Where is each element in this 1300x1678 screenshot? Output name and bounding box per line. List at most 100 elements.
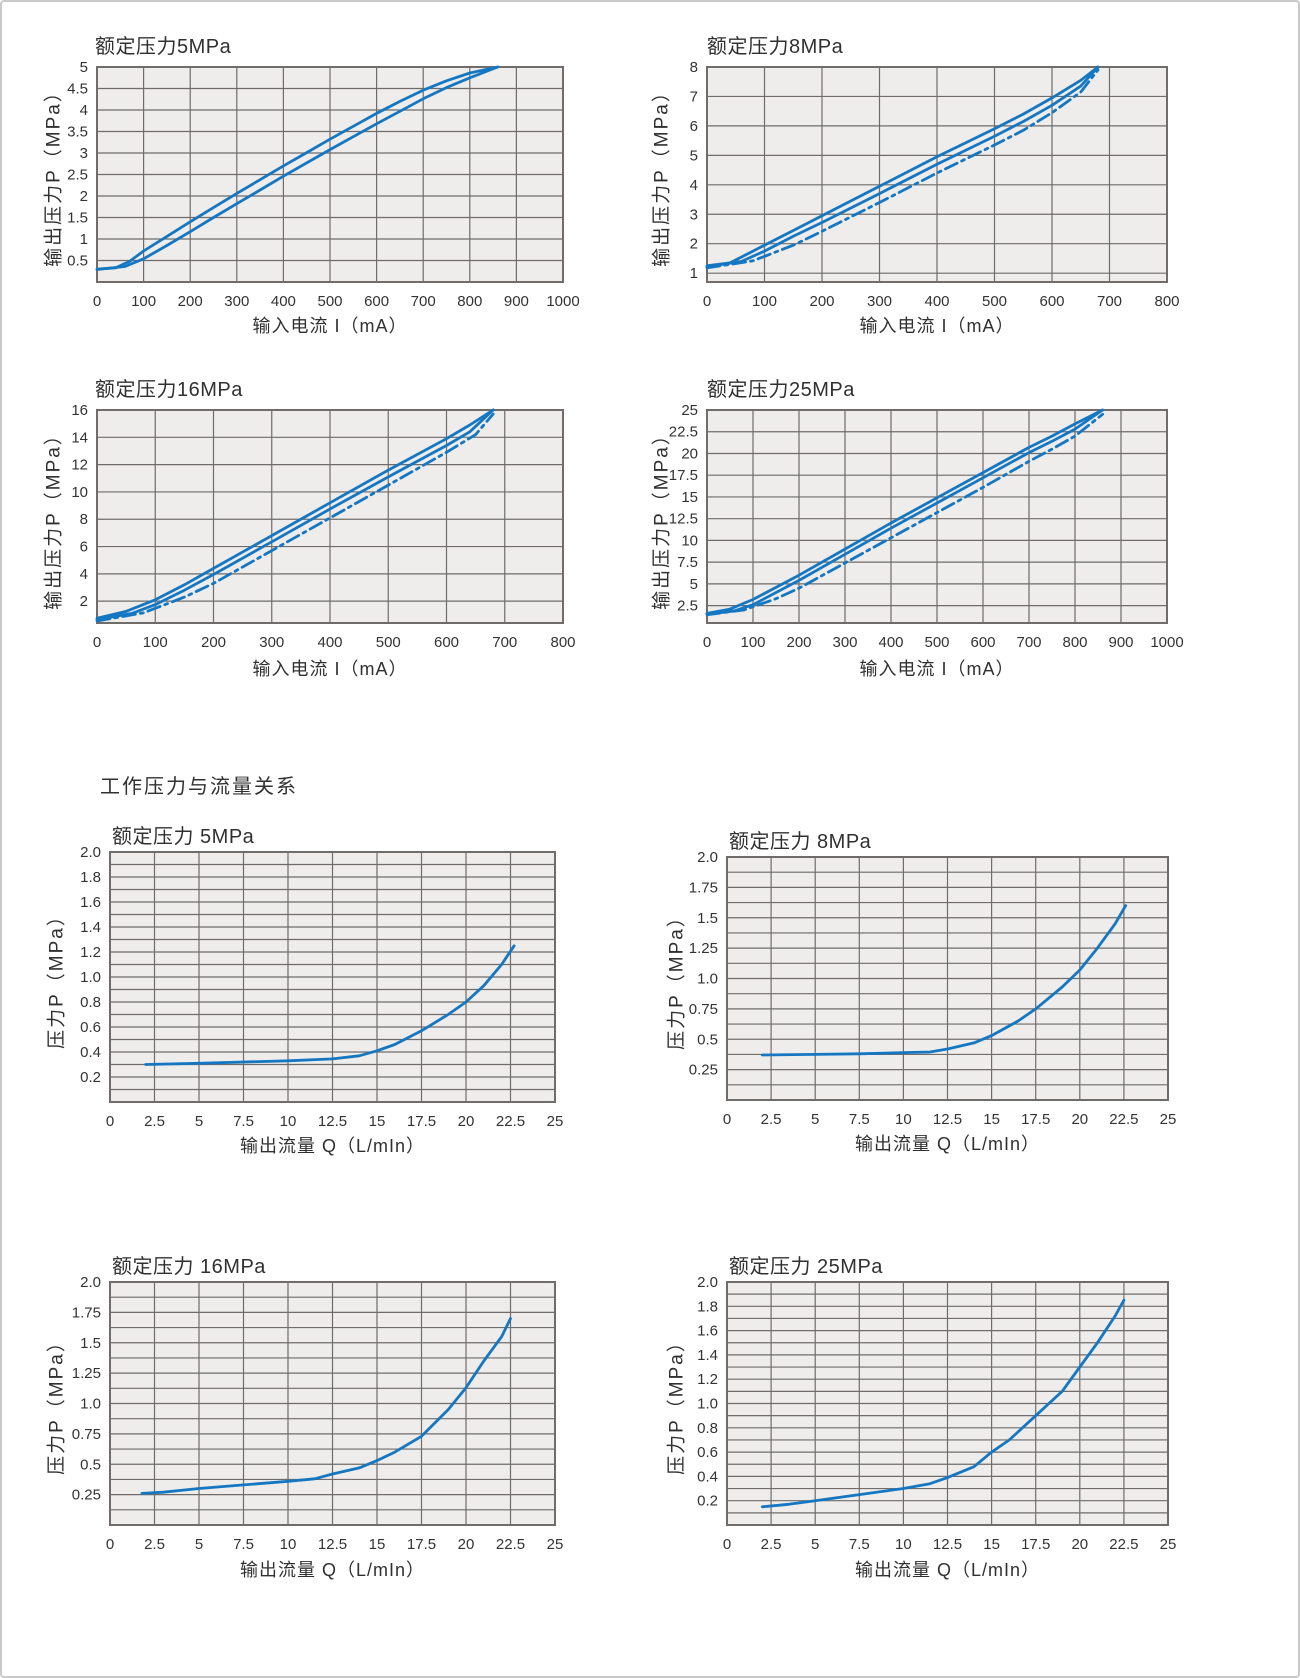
svg-text:1000: 1000 [1150, 634, 1183, 651]
svg-text:700: 700 [1016, 634, 1041, 651]
svg-text:500: 500 [317, 293, 342, 310]
curve-pressure-flow [760, 904, 1128, 1057]
x-axis-label: 输入电流 I（mA） [859, 659, 1015, 679]
svg-text:500: 500 [376, 634, 401, 651]
x-tick-labels: 0 100 200 300 400 500 600 700 800 [93, 634, 576, 651]
svg-text:20: 20 [1071, 1111, 1088, 1128]
svg-text:22.5: 22.5 [496, 1113, 525, 1130]
curve-decreasing-current [705, 408, 1105, 616]
svg-text:22.5: 22.5 [669, 424, 698, 441]
svg-text:1.0: 1.0 [80, 1396, 101, 1413]
svg-text:5: 5 [690, 576, 698, 593]
svg-text:0: 0 [703, 293, 711, 310]
svg-text:12.5: 12.5 [318, 1113, 347, 1130]
svg-text:1.25: 1.25 [689, 940, 718, 957]
svg-text:300: 300 [224, 293, 249, 310]
svg-text:0.2: 0.2 [80, 1069, 101, 1086]
curve-reference-curve [705, 68, 1100, 270]
svg-text:10: 10 [280, 1113, 297, 1130]
svg-text:0: 0 [723, 1536, 731, 1553]
svg-text:2.5: 2.5 [67, 167, 88, 184]
svg-text:100: 100 [143, 634, 168, 651]
plot-area: 0 100 200 300 400 500 600 700 800 8 7 6 5 4 3 2 1 [690, 59, 1180, 310]
svg-text:1: 1 [80, 231, 88, 248]
svg-text:17.5: 17.5 [407, 1113, 436, 1130]
svg-text:2.0: 2.0 [697, 849, 718, 866]
svg-text:0: 0 [106, 1536, 114, 1553]
svg-text:7.5: 7.5 [233, 1536, 254, 1553]
svg-text:1.2: 1.2 [697, 1371, 718, 1388]
svg-text:0.5: 0.5 [67, 253, 88, 270]
svg-text:5: 5 [195, 1536, 203, 1553]
svg-text:1.8: 1.8 [697, 1298, 718, 1315]
svg-text:2: 2 [80, 188, 88, 205]
svg-text:2.5: 2.5 [144, 1113, 165, 1130]
svg-text:8: 8 [690, 59, 698, 76]
x-axis-label: 输出流量 Q（L/mIn） [239, 1560, 426, 1580]
svg-text:700: 700 [411, 293, 436, 310]
svg-text:0.8: 0.8 [80, 994, 101, 1011]
svg-text:800: 800 [1154, 293, 1179, 310]
svg-text:900: 900 [1108, 634, 1133, 651]
plot-area: 0 2.5 5 7.5 10 12.5 15 17.5 20 22.5 25 2.0 1.8 1.6 1.4… [697, 1274, 1177, 1553]
svg-text:600: 600 [434, 634, 459, 651]
svg-text:10: 10 [280, 1536, 297, 1553]
svg-text:8: 8 [80, 511, 88, 528]
curve-reference-curve [705, 412, 1105, 617]
svg-text:100: 100 [752, 293, 777, 310]
svg-text:15: 15 [369, 1113, 386, 1130]
svg-text:4: 4 [690, 177, 698, 194]
plot-frame [706, 409, 1168, 624]
plot-area: 0 2.5 5 7.5 10 12.5 15 17.5 20 22.5 25 2.0 1.8 1.6 1.4… [80, 844, 563, 1130]
svg-text:0: 0 [93, 293, 101, 310]
svg-text:1.6: 1.6 [80, 894, 101, 911]
svg-text:5: 5 [690, 147, 698, 164]
x-tick-labels: 0 2.5 5 7.5 10 12.5 15 17.5 20 22.5 25 [106, 1536, 564, 1553]
svg-text:300: 300 [259, 634, 284, 651]
svg-text:15: 15 [369, 1536, 386, 1553]
svg-text:7.5: 7.5 [677, 554, 698, 571]
chart-title: 额定压力 5MPa [112, 826, 255, 848]
plot-frame [96, 409, 564, 624]
svg-text:2.0: 2.0 [697, 1274, 718, 1291]
svg-text:200: 200 [809, 293, 834, 310]
curve-pressure-flow [144, 944, 516, 1066]
svg-text:12: 12 [71, 457, 88, 474]
svg-text:5: 5 [195, 1113, 203, 1130]
svg-text:200: 200 [178, 293, 203, 310]
plot-frame [96, 66, 564, 283]
curve-increasing-current [705, 408, 1105, 615]
svg-text:22.5: 22.5 [1109, 1536, 1138, 1553]
svg-text:25: 25 [1160, 1111, 1177, 1128]
svg-text:800: 800 [550, 634, 575, 651]
svg-text:15: 15 [983, 1111, 1000, 1128]
svg-text:1.0: 1.0 [697, 1396, 718, 1413]
plot-area: 0 100 200 300 400 500 600 700 800 900 1000 25 22.5 20… [669, 402, 1184, 651]
svg-text:1.5: 1.5 [697, 910, 718, 927]
svg-text:0: 0 [723, 1111, 731, 1128]
y-tick-labels: 8 7 6 5 4 3 2 1 [690, 59, 698, 282]
svg-text:12.5: 12.5 [318, 1536, 347, 1553]
curve-pressure-flow [140, 1317, 512, 1495]
svg-text:6: 6 [690, 118, 698, 135]
svg-text:2.5: 2.5 [761, 1536, 782, 1553]
svg-text:15: 15 [983, 1536, 1000, 1553]
svg-text:400: 400 [271, 293, 296, 310]
svg-text:0: 0 [93, 634, 101, 651]
svg-text:700: 700 [492, 634, 517, 651]
svg-text:2.5: 2.5 [677, 598, 698, 615]
curve-increasing-current [95, 65, 500, 271]
svg-text:500: 500 [982, 293, 1007, 310]
svg-text:15: 15 [681, 489, 698, 506]
x-tick-labels: 0 100 200 300 400 500 600 700 800 900 1000 [703, 634, 1184, 651]
svg-text:0: 0 [703, 634, 711, 651]
svg-text:2.5: 2.5 [144, 1536, 165, 1553]
svg-text:3.5: 3.5 [67, 124, 88, 141]
svg-text:1.75: 1.75 [689, 879, 718, 896]
svg-text:200: 200 [786, 634, 811, 651]
svg-text:12.5: 12.5 [933, 1111, 962, 1128]
svg-text:0.6: 0.6 [80, 1019, 101, 1036]
svg-text:4: 4 [80, 566, 88, 583]
x-tick-labels: 0 2.5 5 7.5 10 12.5 15 17.5 20 22.5 25 [723, 1536, 1177, 1553]
grid-lines [726, 1281, 1169, 1526]
